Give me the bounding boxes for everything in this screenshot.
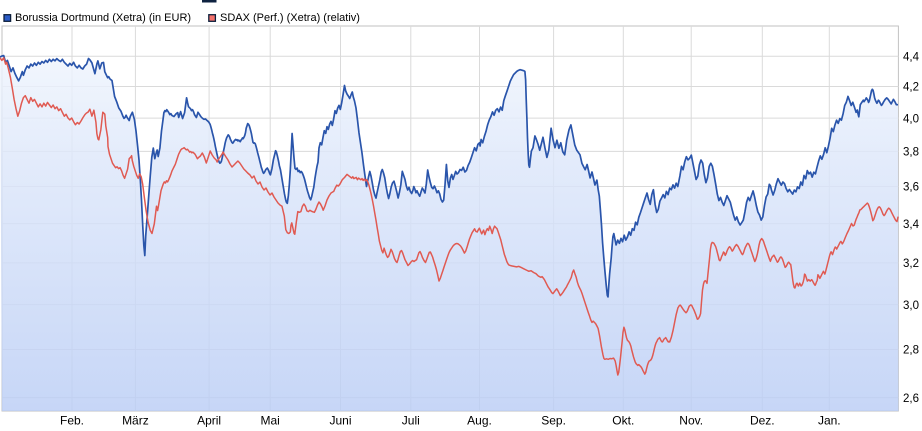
svg-text:Jan.: Jan. (818, 414, 841, 428)
svg-text:4,0: 4,0 (903, 113, 919, 125)
svg-text:SDAX (Perf.) (Xetra) (relativ): SDAX (Perf.) (Xetra) (relativ) (220, 12, 360, 24)
svg-text:März: März (122, 414, 149, 428)
svg-text:Feb.: Feb. (60, 414, 84, 428)
svg-text:Nov.: Nov. (679, 414, 703, 428)
svg-text:2,6: 2,6 (903, 393, 919, 405)
svg-text:3,6: 3,6 (903, 182, 919, 194)
svg-text:3,8: 3,8 (903, 147, 919, 159)
svg-text:Aug.: Aug. (467, 414, 492, 428)
svg-text:Dez.: Dez. (750, 414, 775, 428)
svg-text:2,8: 2,8 (903, 345, 919, 357)
svg-text:4,2: 4,2 (903, 82, 919, 94)
svg-text:April: April (197, 414, 221, 428)
svg-text:Borussia Dortmund (Xetra) (in: Borussia Dortmund (Xetra) (in EUR) (15, 12, 191, 24)
svg-text:Juli: Juli (402, 414, 420, 428)
svg-text:Juni: Juni (329, 414, 351, 428)
svg-text:4,4: 4,4 (903, 52, 920, 64)
svg-text:Sep.: Sep. (541, 414, 566, 428)
svg-text:Mai: Mai (261, 414, 280, 428)
svg-text:3,4: 3,4 (903, 219, 920, 231)
svg-text:3,2: 3,2 (903, 258, 919, 270)
svg-text:Okt.: Okt. (612, 414, 634, 428)
svg-text:3,0: 3,0 (903, 300, 919, 312)
